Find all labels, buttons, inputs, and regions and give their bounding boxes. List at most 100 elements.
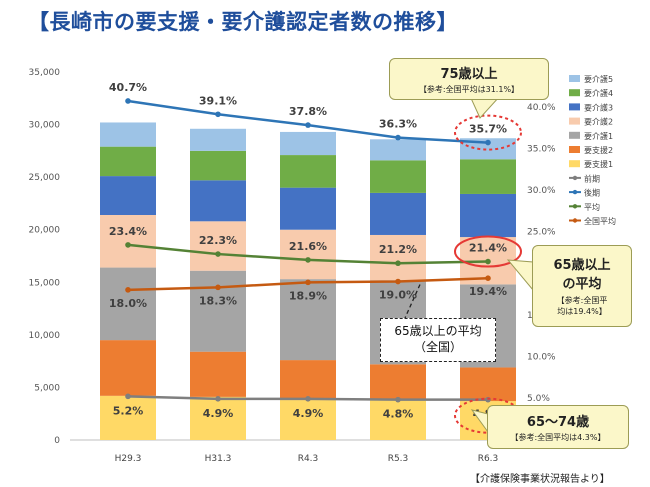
bar-segment <box>370 234 426 281</box>
y-right-tick-label: 40.0% <box>527 103 556 113</box>
y-right-tick-label: 10.0% <box>527 352 556 362</box>
bar-segment <box>100 122 156 147</box>
data-label: 39.1% <box>199 94 237 107</box>
highlight-ellipse-late <box>454 114 522 151</box>
series-point <box>215 284 221 291</box>
legend-swatch <box>569 103 580 111</box>
callout-average-note-2: 均は19.4%】 <box>557 307 607 316</box>
highlight-ellipse-average <box>454 235 522 268</box>
bar-segment <box>280 155 336 188</box>
legend-swatch <box>569 131 580 139</box>
bar-segment <box>100 340 156 396</box>
bar-segment <box>370 160 426 193</box>
legend-label: 後期 <box>584 188 600 198</box>
legend-label: 要介護1 <box>584 131 613 141</box>
series-point <box>485 139 491 146</box>
data-label: 23.4% <box>109 225 147 238</box>
bar-segment <box>100 214 156 268</box>
callout-average-title-2: の平均 <box>562 277 602 292</box>
source-note: 【介護保険事業状況報告より】 <box>470 474 610 485</box>
data-label: 19.0% <box>379 289 417 302</box>
bar-segment <box>280 187 336 230</box>
data-label: 4.9% <box>293 407 324 420</box>
x-tick-label: H29.3 <box>115 454 142 464</box>
bar-segment <box>100 395 156 440</box>
bar-segment <box>370 139 426 161</box>
series-point <box>125 98 131 104</box>
y-right-tick-label: 25.0% <box>527 228 556 238</box>
series-point <box>305 122 311 128</box>
callout-early-title: 65～74歳 <box>526 415 590 430</box>
bar-segment <box>190 351 246 397</box>
bar-segment <box>190 396 246 440</box>
legend-label: 全国平均 <box>584 216 616 226</box>
callout-late-note: 【参考:全国平均は31.1%】 <box>418 85 520 94</box>
bar-segment <box>460 159 516 194</box>
bar-segment <box>190 128 246 151</box>
data-label: 19.4% <box>469 285 507 298</box>
bar-segment <box>190 150 246 181</box>
series-point <box>125 393 131 400</box>
data-label: 18.3% <box>199 294 237 307</box>
legend-label: 平均 <box>584 202 600 212</box>
series-point <box>395 260 401 267</box>
series-point <box>215 111 221 118</box>
series-point <box>305 279 311 286</box>
y-left-tick-label: 35,000 <box>29 68 61 78</box>
bar-segment <box>280 279 336 361</box>
y-right-tick-label: 30.0% <box>527 186 556 196</box>
y-left-tick-label: 25,000 <box>29 173 61 183</box>
bar-segment <box>460 193 516 238</box>
y-left-tick-label: 20,000 <box>29 226 61 236</box>
data-label: 37.8% <box>289 105 327 118</box>
bar-segment <box>370 364 426 399</box>
bar-segment <box>100 146 156 177</box>
bar-segment <box>100 176 156 215</box>
y-left-tick-label: 30,000 <box>29 121 61 131</box>
series-point <box>125 287 131 293</box>
callout-early-note: 【参考:全国平均は4.3%】 <box>510 433 606 442</box>
legend-swatch <box>569 75 580 82</box>
data-label: 4.8% <box>383 408 414 421</box>
x-tick-label: R6.3 <box>478 454 499 464</box>
callout-average-note-1: 【参考:全国平 <box>556 296 608 305</box>
bar-segment <box>280 229 336 280</box>
legend-label: 要支援1 <box>584 159 613 169</box>
legend-swatch <box>569 89 580 97</box>
legend-label: 前期 <box>584 173 600 183</box>
page-title: 【長崎市の要支援・要介護認定者数の推移】 <box>28 10 458 34</box>
series-point <box>485 275 491 281</box>
legend-swatch <box>569 117 580 125</box>
bar-segment <box>280 131 336 156</box>
series-point <box>215 396 221 402</box>
legend-swatch <box>569 160 580 168</box>
bar-segment <box>190 180 246 222</box>
y-left-tick-label: 15,000 <box>29 278 61 288</box>
legend-marker <box>572 189 578 195</box>
y-left-tick-label: 10,000 <box>29 331 61 341</box>
callout-average: 65歳以上 の平均 【参考:全国平 均は19.4%】 <box>532 245 632 327</box>
data-label: 21.4% <box>469 242 507 255</box>
annotation-line-2: （全国） <box>413 340 462 354</box>
series-point <box>305 257 311 263</box>
series-point <box>395 278 401 285</box>
y-left-tick-label: 5,000 <box>34 383 60 393</box>
bar-segment <box>100 267 156 341</box>
bar-segment <box>280 400 336 440</box>
data-label: 5.2% <box>113 404 144 417</box>
callout-late-elderly: 75歳以上 【参考:全国平均は31.1%】 <box>389 58 549 100</box>
legend-marker <box>572 204 578 209</box>
bar-segment <box>460 367 516 402</box>
series-point <box>395 396 401 403</box>
legend-label: 要介護2 <box>584 117 613 127</box>
bar-segment <box>370 398 426 440</box>
annotation-line-1: 65歳以上の平均 <box>394 324 482 338</box>
national-average-annotation: 65歳以上の平均 （全国） <box>380 318 496 362</box>
data-label: 35.7% <box>469 123 507 136</box>
annotation-leader <box>404 284 421 319</box>
data-label: 21.2% <box>379 243 417 256</box>
series-point <box>305 396 311 402</box>
data-label: 4.9% <box>203 407 234 420</box>
x-tick-label: R5.3 <box>388 454 409 464</box>
